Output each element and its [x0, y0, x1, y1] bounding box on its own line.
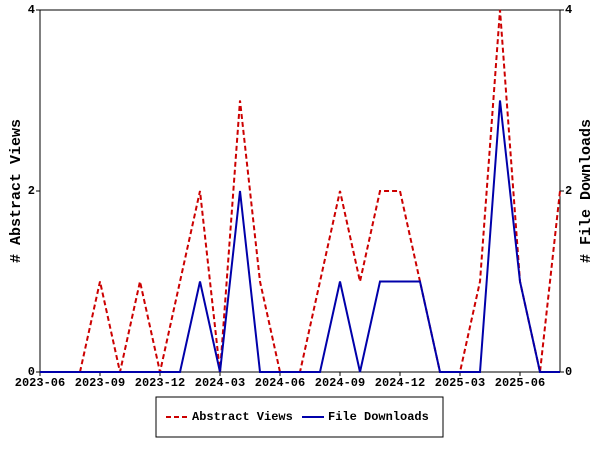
y2-tick-label: 0 — [565, 365, 572, 379]
legend-box — [155, 396, 444, 438]
x-tick-label: 2025-03 — [435, 376, 485, 390]
legend-label: Abstract Views — [192, 410, 293, 424]
x-tick-label: 2024-03 — [195, 376, 245, 390]
y-tick-label: 4 — [28, 3, 35, 17]
x-tick-label: 2023-12 — [135, 376, 185, 390]
y2-tick-label: 4 — [565, 3, 572, 17]
legend-label: File Downloads — [328, 410, 429, 424]
y-axis-label: # Abstract Views — [8, 119, 25, 263]
series-line — [40, 100, 560, 373]
plot-frame — [39, 9, 561, 373]
y-tick-label: 0 — [28, 365, 35, 379]
series-line — [40, 9, 561, 373]
y2-tick-label: 2 — [565, 184, 572, 198]
x-tick-label: 2024-09 — [315, 376, 365, 390]
y2-axis-label: # File Downloads — [578, 119, 595, 263]
x-tick-label: 2024-12 — [375, 376, 425, 390]
x-tick-label: 2023-06 — [15, 376, 65, 390]
x-tick-label: 2025-06 — [495, 376, 545, 390]
x-tick-label: 2023-09 — [75, 376, 125, 390]
y-tick-label: 2 — [28, 184, 35, 198]
x-tick-label: 2024-06 — [255, 376, 305, 390]
